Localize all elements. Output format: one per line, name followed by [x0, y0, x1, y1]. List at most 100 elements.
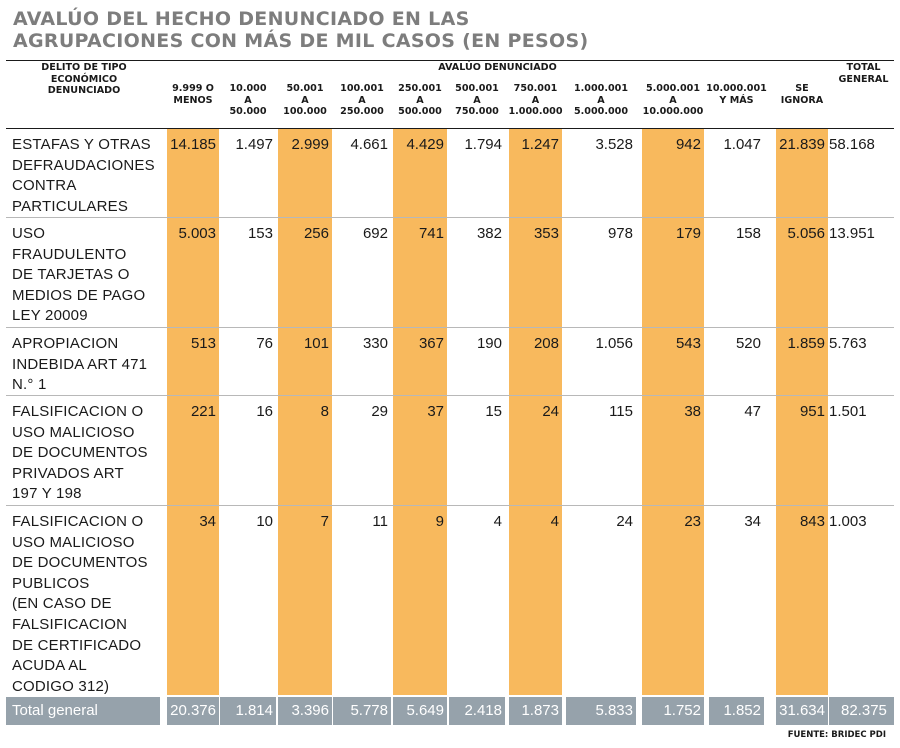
highlight-column-bg: [776, 128, 828, 695]
row-label: APROPIACION INDEBIDA ART 471 N.° 1: [12, 334, 162, 396]
footer-cell: 3.396: [291, 702, 329, 719]
table-cell: 5.056: [787, 225, 825, 242]
highlight-column-bg: [278, 128, 332, 695]
row-label-line: MEDIOS DE PAGO: [12, 286, 146, 304]
row-label-line: USO: [12, 225, 46, 242]
table-cell: 23: [684, 513, 701, 530]
table-cell: 14.185: [170, 136, 216, 153]
row-divider: [6, 217, 894, 218]
column-header-line: 500.001: [455, 83, 499, 94]
column-header-line: MENOS: [173, 94, 213, 106]
table-cell: 741: [418, 225, 444, 242]
table-cell: 10: [256, 513, 273, 530]
table-cell: 4.661: [350, 136, 388, 153]
row-divider: [6, 395, 894, 396]
table-cell: 221: [190, 403, 216, 420]
column-header: 10.000 A 50.000: [216, 83, 280, 118]
footer-cell-bg: [333, 697, 391, 725]
column-header-line: A: [416, 94, 424, 106]
column-header: 5.000.001 A 10.000.000: [638, 83, 708, 118]
row-label-line: PARTICULARES: [12, 197, 129, 215]
footer-cell: 2.418: [464, 702, 502, 719]
highlight-column-bg: [642, 128, 704, 695]
column-header-line: SE: [795, 83, 809, 94]
row-label-line: CODIGO 312): [12, 677, 110, 695]
row-label-line: DE DOCUMENTOS: [12, 444, 148, 462]
column-header-line: IGNORA: [780, 94, 824, 106]
highlight-column-bg: [509, 128, 562, 695]
row-label-line: APROPIACION: [12, 335, 119, 352]
footer-cell: 1.752: [663, 702, 701, 719]
footer-cell: 31.634: [779, 702, 825, 719]
table-cell: 843: [799, 513, 825, 530]
column-header: 750.001 A 1.000.000: [505, 83, 566, 118]
table-cell: 1.859: [787, 335, 825, 352]
table-cell: 2.999: [291, 136, 329, 153]
group-header: AVALÚO DENUNCIADO: [438, 62, 557, 73]
row-label: FALSIFICACION O USO MALICIOSO DE DOCUMENTO…: [12, 512, 162, 697]
column-header-line: 1.000.000: [508, 106, 563, 117]
table-cell: 513: [190, 335, 216, 352]
row-label-line: CONTRA: [12, 177, 77, 195]
title-line-1: AVALÚO DEL HECHO DENUNCIADO EN LAS: [13, 8, 470, 30]
row-label-line: DEFRAUDACIONES: [12, 156, 155, 174]
column-header-line: 100.001: [340, 83, 384, 94]
highlight-column-bg: [393, 128, 447, 695]
footer-cell-bg: [220, 697, 276, 725]
column-header: 500.001 A 750.000: [445, 83, 509, 118]
table-cell: 76: [256, 335, 273, 352]
footer-cell: 1.814: [235, 702, 273, 719]
table-cell: 7: [320, 513, 329, 530]
column-header-line: 750.000: [455, 106, 499, 117]
table-cell: 382: [476, 225, 502, 242]
column-header-line: 10.000.000: [642, 106, 704, 117]
footer-cell: 5.649: [406, 702, 444, 719]
row-label-line: DE TARJETAS O: [12, 266, 130, 284]
column-header-line: 750.001: [513, 83, 558, 94]
row-label: FALSIFICACION O USO MALICIOSO DE DOCUMENTO…: [12, 402, 162, 505]
table-cell: 1.056: [595, 335, 633, 352]
table-cell: 47: [744, 403, 761, 420]
table-cell: 101: [303, 335, 329, 352]
row-divider: [6, 327, 894, 328]
row-total-cell: 5.763: [829, 335, 867, 352]
footer-total: 82.375: [841, 702, 887, 719]
footer-total-bg: [829, 697, 894, 725]
table-cell: 179: [675, 225, 701, 242]
title-line-2: AGRUPACIONES CON MÁS DE MIL CASOS (EN PE…: [13, 30, 589, 52]
footer-cell: 5.778: [350, 702, 388, 719]
table-cell: 978: [607, 225, 633, 242]
row-total-cell: 1.003: [829, 513, 867, 530]
total-header-line: GENERAL: [838, 73, 889, 85]
row-label-line: INDEBIDA ART 471: [12, 355, 148, 373]
table-cell: 208: [533, 335, 559, 352]
column-header-line: 1.000.001: [573, 83, 629, 94]
footer-cell-bg: [449, 697, 505, 725]
footer-cell: 1.852: [723, 702, 761, 719]
table-cell: 29: [371, 403, 388, 420]
row-label: USO FRAUDULENTO DE TARJETAS O MEDIOS DE PAG…: [12, 224, 162, 327]
highlight-column-bg: [167, 128, 219, 695]
table-cell: 520: [735, 335, 761, 352]
footer-cell-bg: [642, 697, 704, 725]
table-cell: 21.839: [779, 136, 825, 153]
row-label-line: PUBLICOS: [12, 574, 90, 592]
column-header-line: A: [669, 94, 677, 106]
table-cell: 330: [362, 335, 388, 352]
table-cell: 115: [609, 403, 633, 420]
table-cell: 34: [744, 513, 761, 530]
table-cell: 367: [418, 335, 444, 352]
column-header-line: 5.000.001: [645, 83, 701, 94]
table-cell: 4: [493, 513, 502, 530]
row-label-line: (EN CASO DE: [12, 595, 112, 613]
total-header: TOTAL GENERAL: [829, 62, 898, 85]
table-cell: 942: [675, 136, 701, 153]
source-note: FUENTE: BRIDEC PDI: [787, 730, 886, 740]
row-label-line: 197 Y 198: [12, 485, 82, 503]
footer-cell-bg: [566, 697, 636, 725]
row-label-line: N.° 1: [12, 376, 47, 394]
footer-label: Total general: [12, 702, 98, 719]
row-header-line: ECONÓMICO: [50, 73, 118, 85]
table-cell: 15: [485, 403, 502, 420]
